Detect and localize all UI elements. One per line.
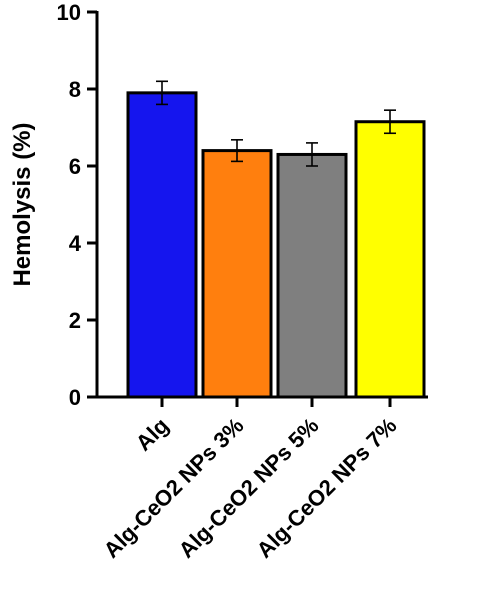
x-category-label: Alg-CeO2 NPs 7% [252,413,402,563]
y-tick-label: 2 [69,308,81,333]
bars [126,80,426,399]
y-axis-label: Hemolysis (%) [9,122,36,286]
y-tick-label: 0 [69,385,81,410]
y-tick-label: 4 [69,231,82,256]
bar [354,120,426,399]
x-category-label: Alg-CeO2 NPs 5% [174,413,324,563]
bar [126,91,198,399]
y-tick-label: 8 [69,77,81,102]
y-axis-ticks: 0 2 4 6 8 10 [57,0,97,410]
x-category-label: Alg [131,413,174,456]
y-tick-label: 10 [57,0,81,25]
bar [201,149,273,399]
y-tick-label: 6 [69,154,81,179]
bar [276,152,348,399]
x-category-label: Alg-CeO2 NPs 3% [99,413,249,563]
